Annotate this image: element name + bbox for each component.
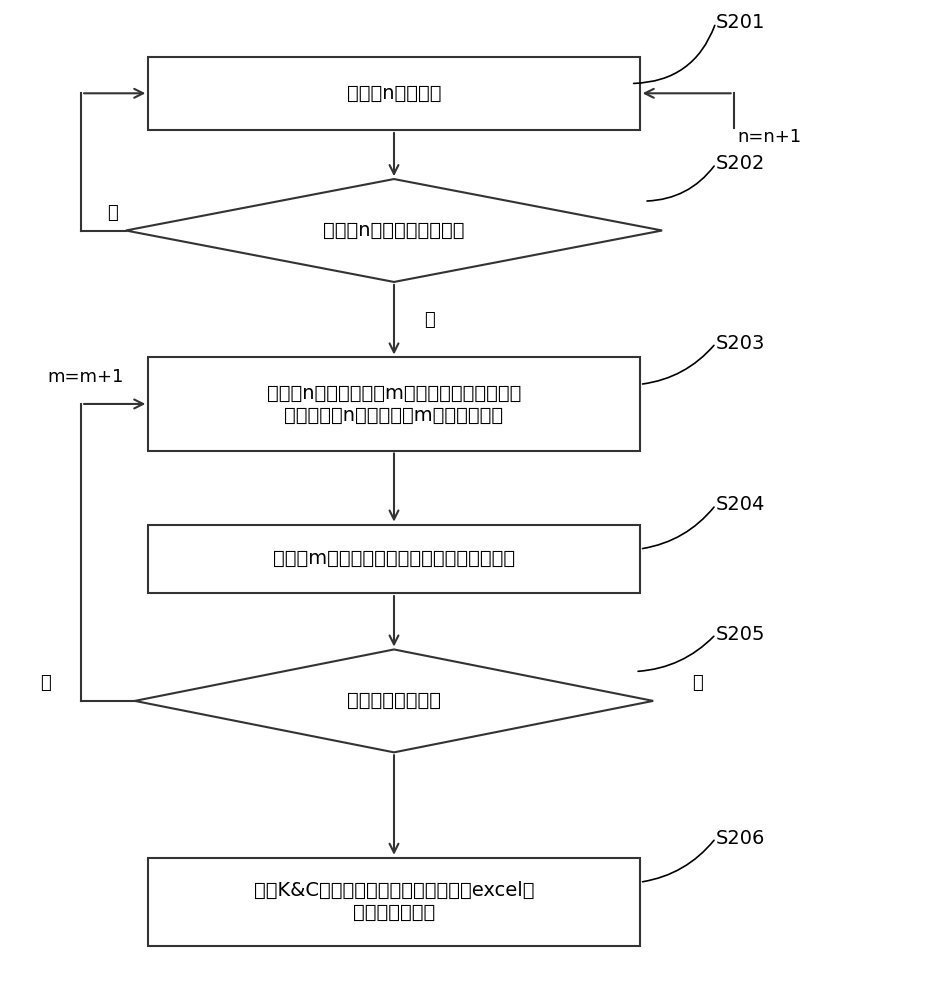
Text: 否: 否	[425, 311, 435, 329]
Text: 则对第n个工况下的第m个性能参数数据进行处
理，绘制第n个工况的第m个性能参数图: 则对第n个工况下的第m个性能参数数据进行处 理，绘制第n个工况的第m个性能参数图	[267, 383, 521, 424]
Text: 是: 是	[107, 204, 118, 222]
Text: m=m+1: m=m+1	[47, 368, 124, 386]
FancyBboxPatch shape	[148, 357, 640, 451]
Text: 否: 否	[40, 674, 51, 692]
Text: 是: 是	[693, 674, 703, 692]
Text: 生成K&C试验台测试对比分析报告以及excel格
式的特征值文件: 生成K&C试验台测试对比分析报告以及excel格 式的特征值文件	[254, 881, 534, 922]
Text: 判断第n个工况图是否结束: 判断第n个工况图是否结束	[323, 221, 465, 240]
FancyBboxPatch shape	[148, 57, 640, 130]
Polygon shape	[135, 649, 654, 752]
Text: 提取第m个性能参数图的特征值及图案并存储: 提取第m个性能参数图的特征值及图案并存储	[273, 549, 515, 568]
Text: 判断绘图是否结束: 判断绘图是否结束	[347, 691, 441, 710]
Text: S205: S205	[716, 625, 765, 644]
Text: S201: S201	[716, 13, 765, 32]
FancyBboxPatch shape	[148, 524, 640, 593]
FancyBboxPatch shape	[148, 858, 640, 946]
Text: S202: S202	[716, 154, 765, 173]
Text: S204: S204	[716, 495, 765, 514]
Text: n=n+1: n=n+1	[737, 128, 802, 146]
Text: 绘制第n个工况图: 绘制第n个工况图	[346, 84, 441, 103]
Polygon shape	[126, 179, 662, 282]
Text: S206: S206	[716, 829, 765, 848]
Text: S203: S203	[716, 334, 765, 353]
